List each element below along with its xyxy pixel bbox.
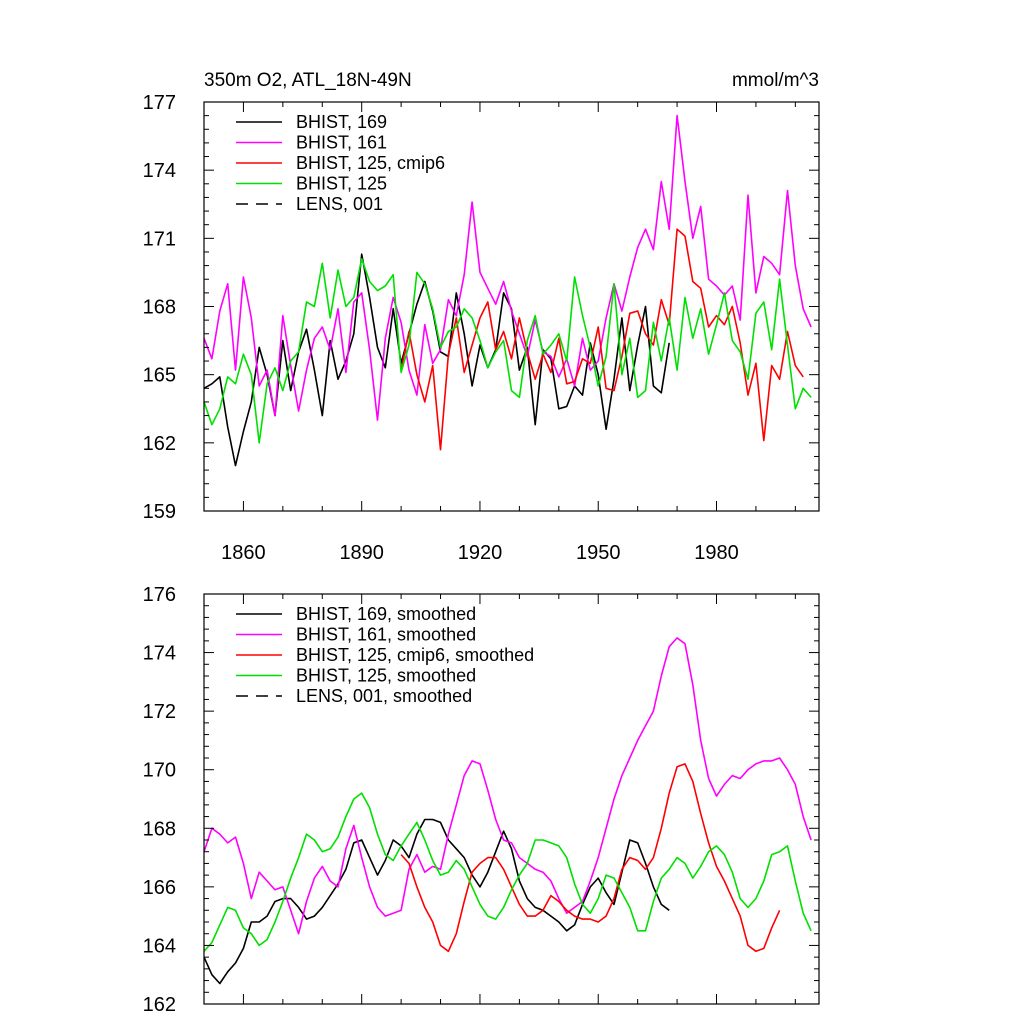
y-tick-label: 174 xyxy=(143,160,176,182)
top-series-layer xyxy=(203,114,812,467)
chart-title: 350m O2, ATL_18N-49N xyxy=(204,70,412,91)
y-tick-label: 172 xyxy=(143,701,176,723)
top-tick-layer: 159 162 165 168 171 174 177 1860 1890 1920 1950 198… xyxy=(143,92,819,564)
y-tick-label: 174 xyxy=(143,643,176,665)
legend-label: BHIST, 125, cmip6 xyxy=(296,153,445,173)
y-tick-label: 162 xyxy=(143,994,176,1016)
legend-label: BHIST, 169, smoothed xyxy=(296,604,476,624)
series-line-3 xyxy=(203,792,812,952)
series-line-0 xyxy=(203,818,670,985)
y-tick-label: 168 xyxy=(143,818,176,840)
series-line-3 xyxy=(203,258,812,444)
x-tick-label: 1920 xyxy=(458,542,503,564)
bottom-panel: 162 164 166 168 170 172 174 176 BHIST, 169, smo… xyxy=(143,584,820,1016)
y-tick-label: 170 xyxy=(143,760,176,782)
units-label: mmol/m^3 xyxy=(732,70,819,91)
legend-label: BHIST, 169 xyxy=(296,112,387,132)
y-tick-label: 164 xyxy=(143,935,176,957)
bottom-series-layer xyxy=(203,637,812,985)
series-line-2 xyxy=(400,763,781,953)
legend-label: BHIST, 161 xyxy=(296,133,387,153)
bottom-plot-frame xyxy=(203,593,820,1005)
legend-label: BHIST, 125, smoothed xyxy=(296,666,476,686)
y-tick-label: 171 xyxy=(143,228,176,250)
y-tick-label: 176 xyxy=(143,584,176,606)
series-line-2 xyxy=(400,228,804,451)
y-tick-label: 159 xyxy=(143,501,176,523)
legend-label: BHIST, 161, smoothed xyxy=(296,625,476,645)
y-tick-label: 168 xyxy=(143,297,176,319)
y-tick-label: 166 xyxy=(143,877,176,899)
y-tick-label: 165 xyxy=(143,365,176,387)
top-panel: 350m O2, ATL_18N-49N mmol/m^3 1591621651… xyxy=(143,70,820,564)
x-tick-label: 1860 xyxy=(221,542,266,564)
x-tick-label: 1950 xyxy=(576,542,621,564)
x-tick-label: 1890 xyxy=(339,542,384,564)
series-line-1 xyxy=(203,114,812,421)
top-plot-frame xyxy=(203,101,820,512)
legend-label: BHIST, 125, cmip6, smoothed xyxy=(296,645,534,665)
y-tick-label: 177 xyxy=(143,92,176,114)
legend-label: LENS, 001 xyxy=(296,194,383,214)
legend-label: BHIST, 125 xyxy=(296,174,387,194)
y-tick-label: 162 xyxy=(143,433,176,455)
legend-label: LENS, 001, smoothed xyxy=(296,686,472,706)
series-line-1 xyxy=(203,637,812,935)
x-tick-label: 1980 xyxy=(694,542,739,564)
bottom-tick-layer: 162 164 166 168 170 172 174 176 xyxy=(143,584,819,1016)
